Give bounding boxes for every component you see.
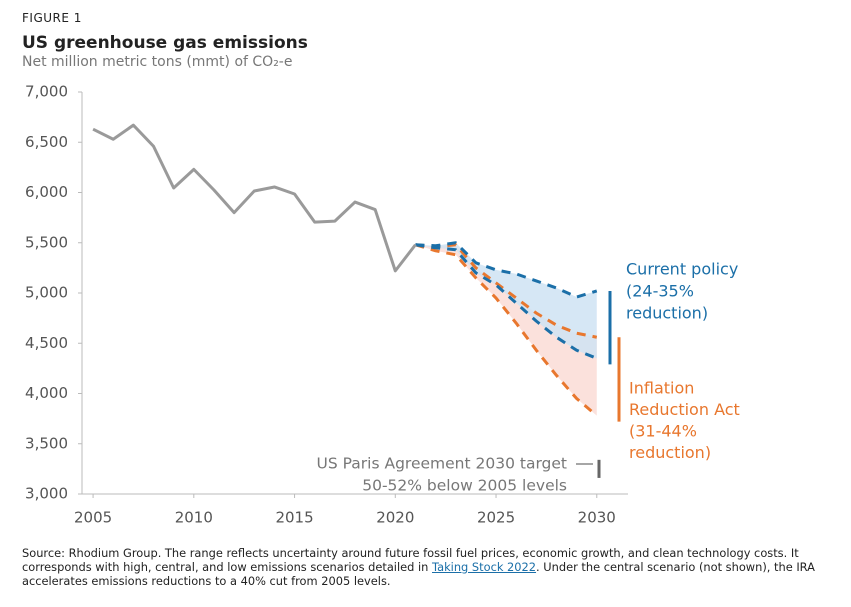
y-tick-label: 4,000 xyxy=(25,384,68,402)
x-tick-label: 2030 xyxy=(578,509,616,527)
y-tick-label: 6,000 xyxy=(25,183,68,201)
annotation-text: Inflation xyxy=(629,379,694,398)
y-tick-label: 3,500 xyxy=(25,434,68,452)
y-tick-label: 6,500 xyxy=(25,133,68,151)
range-band xyxy=(415,242,597,359)
figure-label: FIGURE 1 xyxy=(22,11,82,25)
source-text: Source: Rhodium Group. The range reflect… xyxy=(22,546,799,574)
y-tick-label: 4,500 xyxy=(25,334,68,352)
annotation-text: Reduction Act xyxy=(629,400,740,419)
x-tick-label: 2020 xyxy=(376,509,414,527)
scenario-line xyxy=(415,241,598,299)
chart-title: US greenhouse gas emissions xyxy=(22,33,308,53)
annotation-text: 50-52% below 2005 levels xyxy=(362,477,567,495)
x-tick-label: 2010 xyxy=(175,509,213,527)
annotation-text: reduction) xyxy=(626,304,708,323)
x-tick-label: 2005 xyxy=(74,509,112,527)
annotation-text: (24-35% xyxy=(626,282,694,301)
history-line xyxy=(92,123,417,273)
y-tick-label: 5,500 xyxy=(25,233,68,251)
y-tick-label: 3,000 xyxy=(25,485,68,503)
x-tick-label: 2015 xyxy=(275,509,313,527)
annotation-text: US Paris Agreement 2030 target xyxy=(317,455,567,473)
annotation-text: Current policy xyxy=(626,260,738,279)
x-tick-label: 2025 xyxy=(477,509,515,527)
scenario-line xyxy=(415,243,598,417)
annotation-text: (31-44% xyxy=(629,422,697,441)
source-note: Source: Rhodium Group. The range reflect… xyxy=(22,546,837,588)
source-link[interactable]: Taking Stock 2022 xyxy=(432,560,537,574)
scenario-line xyxy=(415,243,598,339)
y-tick-label: 7,000 xyxy=(25,83,68,101)
source-text: . Under the central scenario (not shown)… xyxy=(22,560,815,588)
chart-subtitle: Net million metric tons (mmt) of CO₂-e xyxy=(22,54,293,70)
annotation-text: reduction) xyxy=(629,443,711,462)
y-tick-label: 5,000 xyxy=(25,284,68,302)
